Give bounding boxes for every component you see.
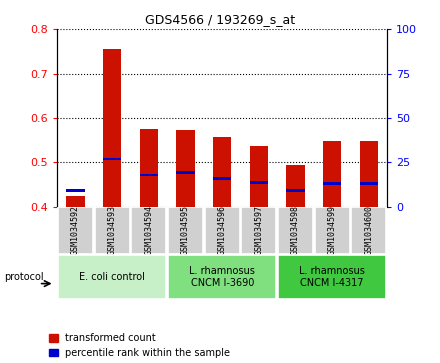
Text: GSM1034595: GSM1034595 — [181, 205, 190, 254]
Bar — [205, 207, 240, 254]
Bar — [315, 207, 350, 254]
Legend: transformed count, percentile rank within the sample: transformed count, percentile rank withi… — [49, 333, 231, 358]
Bar — [176, 171, 195, 174]
Bar — [58, 255, 166, 298]
Bar — [323, 182, 341, 185]
Bar — [286, 189, 305, 192]
Bar — [140, 174, 158, 176]
Bar — [286, 165, 305, 207]
Bar — [58, 207, 93, 254]
Bar — [278, 255, 386, 298]
Bar — [250, 146, 268, 207]
Text: GSM1034593: GSM1034593 — [108, 205, 117, 254]
Bar — [168, 255, 276, 298]
Bar — [213, 177, 231, 180]
Bar — [360, 141, 378, 207]
Text: E. coli control: E. coli control — [79, 272, 145, 282]
Bar — [360, 182, 378, 185]
Bar — [140, 129, 158, 207]
Text: GSM1034596: GSM1034596 — [218, 205, 227, 254]
Bar — [250, 181, 268, 184]
Bar — [323, 141, 341, 207]
Text: GSM1034600: GSM1034600 — [364, 205, 374, 254]
Text: GSM1034594: GSM1034594 — [144, 205, 154, 254]
Text: protocol: protocol — [4, 272, 44, 282]
Bar — [95, 207, 130, 254]
Text: GSM1034598: GSM1034598 — [291, 205, 300, 254]
Bar — [351, 207, 386, 254]
Bar — [66, 189, 85, 192]
Bar — [103, 158, 121, 160]
Bar — [213, 136, 231, 207]
Text: GSM1034597: GSM1034597 — [254, 205, 264, 254]
Text: L. rhamnosus
CNCM I-3690: L. rhamnosus CNCM I-3690 — [189, 266, 255, 288]
Text: GSM1034592: GSM1034592 — [71, 205, 80, 254]
Bar — [168, 207, 203, 254]
Text: GDS4566 / 193269_s_at: GDS4566 / 193269_s_at — [145, 13, 295, 26]
Bar — [103, 49, 121, 207]
Text: GSM1034599: GSM1034599 — [328, 205, 337, 254]
Text: L. rhamnosus
CNCM I-4317: L. rhamnosus CNCM I-4317 — [299, 266, 365, 288]
Bar — [66, 196, 85, 207]
Bar — [241, 207, 276, 254]
Bar — [176, 130, 195, 207]
Bar — [131, 207, 166, 254]
Bar — [278, 207, 313, 254]
